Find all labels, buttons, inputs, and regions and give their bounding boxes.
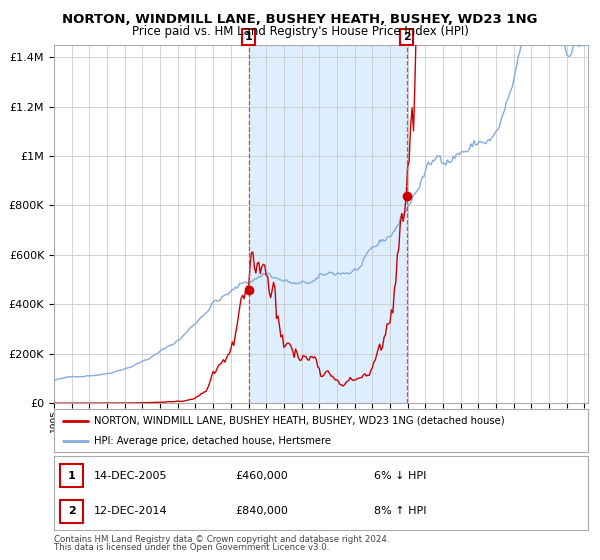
FancyBboxPatch shape <box>61 500 83 522</box>
Text: NORTON, WINDMILL LANE, BUSHEY HEATH, BUSHEY, WD23 1NG (detached house): NORTON, WINDMILL LANE, BUSHEY HEATH, BUS… <box>94 416 505 426</box>
Text: £460,000: £460,000 <box>236 470 289 480</box>
Text: 1: 1 <box>245 32 253 42</box>
Text: HPI: Average price, detached house, Hertsmere: HPI: Average price, detached house, Hert… <box>94 436 331 446</box>
Text: This data is licensed under the Open Government Licence v3.0.: This data is licensed under the Open Gov… <box>54 543 329 552</box>
Text: 14-DEC-2005: 14-DEC-2005 <box>94 470 167 480</box>
Text: Price paid vs. HM Land Registry's House Price Index (HPI): Price paid vs. HM Land Registry's House … <box>131 25 469 38</box>
Text: 6% ↓ HPI: 6% ↓ HPI <box>374 470 427 480</box>
Text: 8% ↑ HPI: 8% ↑ HPI <box>374 506 427 516</box>
FancyBboxPatch shape <box>61 464 83 487</box>
Bar <box>248 45 407 403</box>
Text: 2: 2 <box>68 506 76 516</box>
Text: NORTON, WINDMILL LANE, BUSHEY HEATH, BUSHEY, WD23 1NG: NORTON, WINDMILL LANE, BUSHEY HEATH, BUS… <box>62 13 538 26</box>
Text: 2: 2 <box>403 32 410 42</box>
Text: Contains HM Land Registry data © Crown copyright and database right 2024.: Contains HM Land Registry data © Crown c… <box>54 535 389 544</box>
Text: 12-DEC-2014: 12-DEC-2014 <box>94 506 167 516</box>
Text: £840,000: £840,000 <box>236 506 289 516</box>
Text: 1: 1 <box>68 470 76 480</box>
